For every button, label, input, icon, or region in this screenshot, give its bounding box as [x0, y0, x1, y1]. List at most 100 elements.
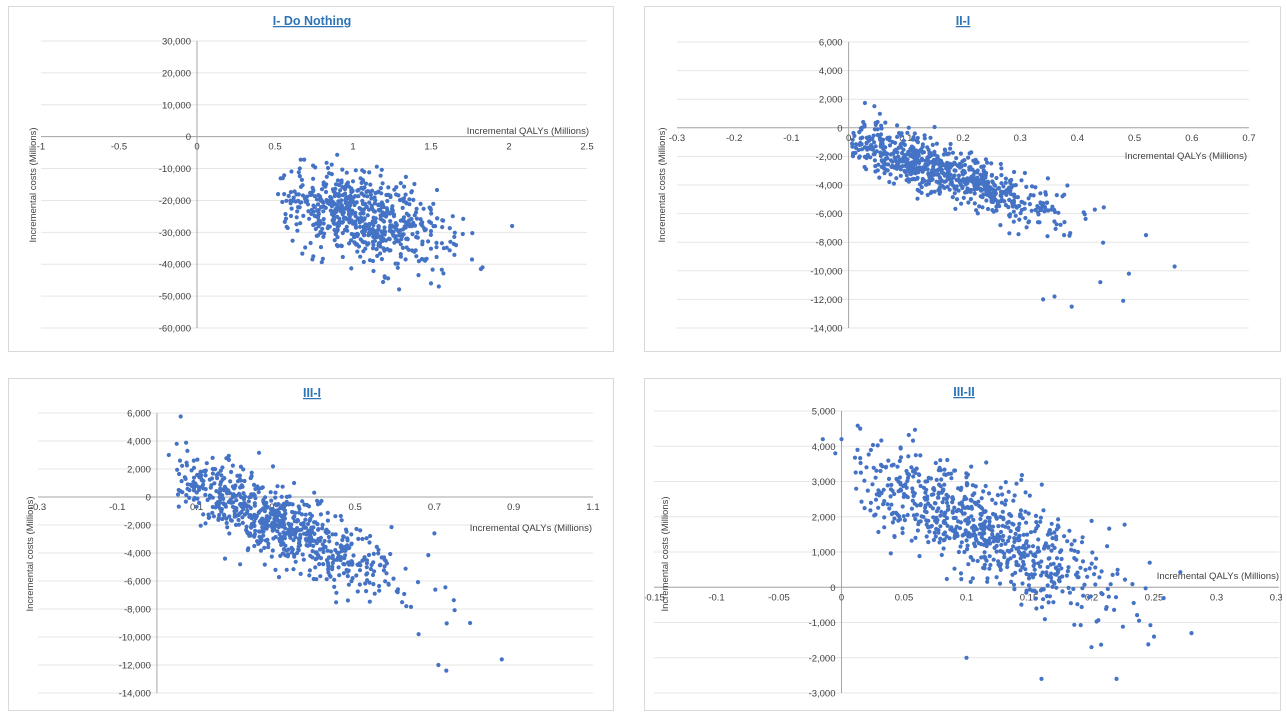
data-point: [910, 498, 915, 503]
data-point: [337, 182, 342, 188]
scatter-chart-i-do-nothing: -60,000-50,000-40,000-30,000-20,000-10,0…: [28, 14, 594, 335]
data-point: [256, 490, 261, 495]
data-point: [1017, 521, 1022, 526]
data-point: [1014, 481, 1019, 486]
data-point: [937, 465, 942, 470]
data-point: [900, 504, 905, 509]
data-point: [327, 573, 332, 578]
data-point: [971, 558, 976, 563]
data-point: [973, 484, 978, 489]
data-point: [934, 526, 939, 532]
data-point: [979, 181, 984, 186]
data-point: [373, 198, 378, 203]
data-point: [902, 168, 907, 173]
data-point: [878, 153, 883, 159]
data-point: [270, 548, 275, 553]
data-point: [340, 537, 345, 543]
data-point: [320, 256, 325, 261]
scatter-chart-ii-i: -14,000-12,000-10,000-8,000-6,000-4,000-…: [657, 14, 1256, 335]
data-point: [911, 493, 916, 498]
data-point: [952, 533, 958, 538]
data-point: [381, 568, 386, 573]
data-point: [1080, 535, 1085, 540]
data-point: [901, 484, 906, 489]
data-point: [319, 498, 324, 504]
data-point: [1083, 216, 1088, 221]
data-point: [965, 543, 970, 548]
data-point: [307, 216, 312, 221]
data-point: [876, 529, 881, 535]
data-point: [245, 531, 250, 536]
data-point: [1105, 544, 1110, 549]
data-point: [281, 501, 286, 506]
data-point: [973, 544, 978, 549]
data-point: [901, 147, 906, 152]
data-point: [872, 104, 877, 109]
data-point: [950, 150, 955, 155]
data-point: [175, 467, 180, 472]
data-point: [311, 203, 316, 208]
data-point: [264, 521, 269, 526]
data-point: [195, 496, 200, 501]
data-point: [964, 475, 969, 480]
data-point: [983, 509, 988, 514]
data-point: [896, 518, 901, 523]
data-point: [878, 150, 883, 155]
data-point: [428, 281, 434, 286]
data-point: [986, 491, 992, 496]
data-point: [1029, 184, 1035, 189]
data-point: [1009, 184, 1014, 189]
data-point: [1021, 532, 1026, 537]
data-point: [356, 187, 361, 193]
data-point: [230, 484, 235, 489]
data-point: [314, 197, 319, 202]
data-point: [918, 483, 923, 489]
data-point: [431, 201, 436, 206]
data-point: [444, 621, 449, 626]
data-point: [1011, 544, 1016, 549]
data-point: [895, 464, 900, 469]
x-tick-label: -0.05: [768, 592, 790, 603]
y-tick-label: 30,000: [162, 37, 191, 48]
data-point: [1105, 586, 1110, 592]
data-point: [226, 488, 231, 493]
data-point: [1012, 536, 1017, 541]
data-point: [870, 482, 875, 487]
data-point: [279, 524, 284, 529]
x-tick-label: 0.3: [1014, 133, 1027, 144]
data-point: [1009, 547, 1014, 553]
data-point: [941, 152, 946, 157]
data-point: [892, 534, 897, 539]
data-point: [240, 520, 245, 525]
data-point: [331, 216, 336, 222]
data-point: [262, 545, 267, 550]
data-point: [1045, 583, 1050, 588]
data-point: [251, 492, 256, 497]
data-point: [917, 182, 922, 187]
data-point: [925, 145, 930, 150]
data-point: [853, 142, 859, 147]
data-point: [421, 257, 426, 262]
data-point: [876, 162, 881, 167]
data-point: [901, 138, 906, 143]
data-point: [315, 208, 320, 213]
data-point: [917, 472, 922, 478]
data-point: [334, 600, 339, 605]
data-point: [317, 562, 322, 567]
data-point: [910, 489, 915, 494]
data-point: [357, 219, 363, 225]
data-point: [1097, 575, 1102, 580]
data-point: [313, 165, 318, 170]
data-point: [988, 185, 993, 190]
data-point: [1039, 676, 1044, 681]
data-point: [258, 536, 264, 541]
data-point: [195, 457, 200, 462]
data-point: [853, 470, 858, 475]
data-point: [1079, 604, 1084, 610]
data-point: [378, 213, 383, 218]
data-point: [191, 479, 196, 484]
data-point: [964, 471, 969, 476]
data-point: [282, 508, 287, 513]
data-point: [931, 515, 936, 520]
data-point: [868, 508, 873, 513]
